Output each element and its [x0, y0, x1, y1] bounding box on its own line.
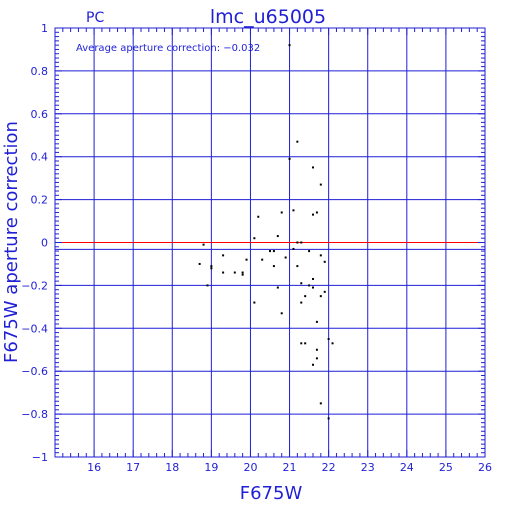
data-point [300, 342, 303, 345]
data-point [233, 271, 236, 274]
data-point [257, 215, 260, 218]
chart-title: lmc_u65005 [210, 6, 326, 28]
data-point [300, 282, 303, 285]
x-tick-label: 22 [322, 461, 336, 474]
y-tick-label: 0.4 [31, 151, 49, 164]
data-point [253, 301, 256, 304]
data-point [288, 44, 291, 47]
data-point [331, 342, 334, 345]
data-point [312, 277, 314, 280]
data-point [319, 183, 322, 186]
y-tick-labels: −1 −0.8 −0.6 −0.4 −0.2 0 0.2 0.4 0.6 0.8 1 [21, 22, 48, 464]
data-point [327, 338, 330, 341]
x-axis-title: F675W [240, 483, 303, 504]
data-point [296, 265, 299, 268]
data-point [312, 213, 314, 216]
data-point [280, 211, 283, 214]
data-point [202, 243, 205, 246]
x-tick-labels: 16 17 18 19 20 21 22 23 24 25 26 [87, 461, 492, 474]
data-point [280, 312, 283, 315]
data-point [315, 357, 318, 360]
data-point [210, 265, 213, 268]
data-point [315, 211, 318, 214]
data-point [222, 271, 225, 274]
x-tick-label: 20 [243, 461, 257, 474]
data-point [206, 284, 209, 287]
data-point [292, 247, 295, 250]
data-points [198, 44, 334, 420]
data-point [308, 250, 311, 253]
x-tick-label: 17 [126, 461, 140, 474]
data-point [323, 290, 326, 293]
y-tick-label: 0 [41, 237, 48, 250]
x-tick-label: 16 [87, 461, 101, 474]
data-point [312, 286, 314, 289]
data-point [261, 258, 264, 261]
data-point [241, 271, 244, 274]
data-point [284, 256, 287, 259]
data-point [319, 254, 322, 257]
data-point [272, 250, 275, 253]
data-point [323, 260, 326, 263]
data-point [319, 295, 322, 298]
data-point [272, 265, 275, 268]
y-tick-label: 1 [41, 22, 48, 35]
data-point [210, 267, 213, 270]
y-tick-label: −0.2 [21, 279, 48, 292]
y-tick-label: −0.6 [21, 365, 48, 378]
data-point [312, 363, 314, 366]
data-point [276, 286, 279, 289]
data-point [276, 235, 279, 238]
corner-label: PC [86, 10, 104, 26]
data-point [198, 262, 201, 265]
plot-frame [54, 27, 486, 458]
data-point [241, 273, 244, 276]
x-tick-label: 24 [400, 461, 414, 474]
average-annotation: Average aperture correction: −0.032 [76, 43, 260, 54]
data-point [304, 342, 307, 345]
y-tick-label: −0.8 [21, 408, 48, 421]
data-point [315, 320, 318, 323]
data-point [296, 241, 299, 244]
data-point [308, 284, 311, 287]
y-tick-label: 0.6 [31, 108, 49, 121]
data-point [319, 402, 322, 405]
y-tick-label: 0.8 [31, 65, 49, 78]
data-point [222, 254, 225, 257]
data-point [292, 209, 295, 212]
y-tick-label: −1 [32, 451, 48, 464]
data-point [315, 348, 318, 351]
y-tick-label: 0.2 [31, 194, 49, 207]
data-point [300, 241, 303, 244]
x-tick-label: 18 [165, 461, 179, 474]
y-axis-title: F675W aperture correction [1, 121, 22, 363]
x-tick-label: 25 [439, 461, 453, 474]
data-point [300, 301, 303, 304]
data-point [245, 258, 248, 261]
x-tick-label: 21 [283, 461, 297, 474]
data-point [327, 417, 330, 420]
data-point [296, 140, 299, 143]
data-point [312, 166, 314, 169]
y-tick-label: −0.4 [21, 322, 48, 335]
reference-lines [55, 242, 485, 250]
data-point [304, 295, 307, 298]
data-point [253, 237, 256, 240]
data-point [269, 250, 271, 253]
x-tick-label: 19 [204, 461, 218, 474]
x-tick-label: 23 [361, 461, 375, 474]
data-point [288, 157, 291, 160]
x-tick-label: 26 [478, 461, 492, 474]
